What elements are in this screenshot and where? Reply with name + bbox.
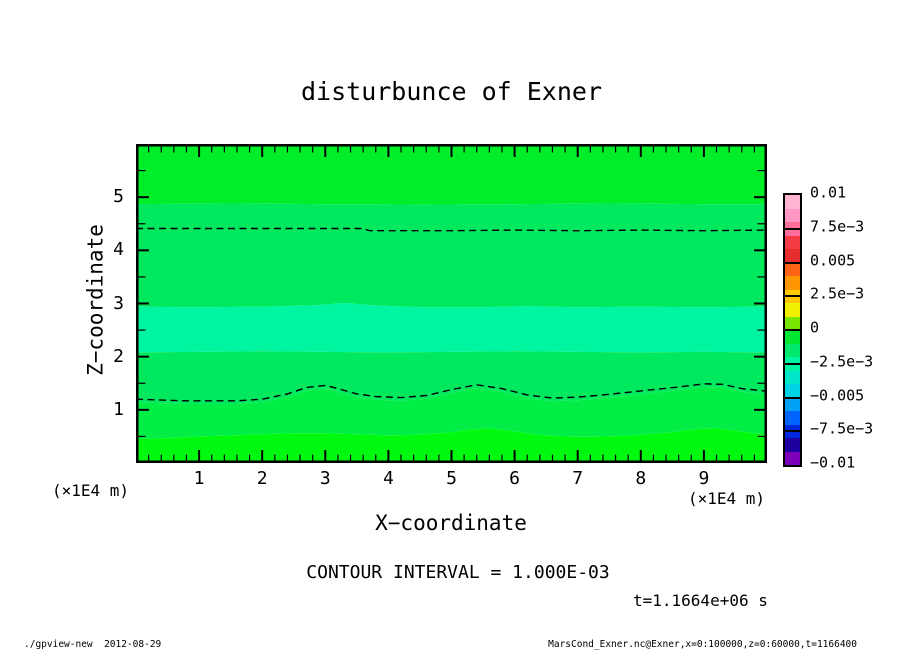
- x-axis-tick-label: 9: [698, 468, 710, 489]
- colorbar-segment: [785, 195, 800, 209]
- x-axis-tick-label: 1: [193, 468, 205, 489]
- footer-program-stamp: ./gpview-new 2012-08-29: [24, 639, 162, 650]
- footer-data-source-stamp: MarsCond_Exner.nc@Exner,x=0:100000,z=0:6…: [548, 639, 857, 650]
- contour-interval-note: CONTOUR INTERVAL = 1.000E-03: [306, 562, 610, 583]
- colorbar-segment: [785, 370, 800, 384]
- colorbar-segment: [785, 249, 800, 263]
- colorbar-tick: [785, 430, 800, 433]
- colorbar-label: −0.005: [810, 386, 865, 404]
- colorbar-segment: [785, 451, 800, 465]
- colorbar: [783, 193, 802, 467]
- colorbar-segment: [785, 384, 800, 398]
- dashed-contour-line: [136, 227, 767, 232]
- colorbar-label: 0.005: [810, 251, 856, 269]
- x-axis-unit-label: (×1E4 m): [688, 489, 766, 508]
- tone-band: [136, 203, 767, 308]
- z-axis-tick-label: 5: [113, 186, 124, 208]
- colorbar-label: −7.5e−3: [810, 419, 874, 438]
- colorbar-tick: [785, 295, 800, 298]
- plot-frame: [136, 144, 767, 463]
- colorbar-segment: [785, 330, 800, 344]
- colorbar-label: −0.01: [810, 453, 856, 472]
- x-axis-tick-label: 3: [319, 468, 331, 489]
- contour-plot-area: [136, 144, 767, 463]
- colorbar-label: −2.5e−3: [810, 352, 874, 371]
- colorbar-segment: [785, 438, 800, 452]
- z-axis-tick-label: 2: [113, 345, 124, 367]
- x-axis-tick-label: 4: [382, 468, 394, 489]
- x-axis-tick-label: 6: [509, 468, 521, 489]
- colorbar-segment: [785, 343, 800, 357]
- colorbar-tick: [785, 329, 800, 331]
- colorbar-segment: [785, 235, 800, 249]
- colorbar-label: 7.5e−3: [810, 217, 865, 236]
- tone-band: [136, 428, 767, 463]
- x-axis-tick-label: 8: [635, 468, 647, 489]
- page-title: disturbunce of Exner: [300, 77, 603, 106]
- x-axis-tick-label: 2: [256, 468, 268, 489]
- colorbar-tick: [785, 362, 800, 365]
- colorbar-segment: [785, 208, 800, 222]
- x-axis-label: X−coordinate: [375, 511, 527, 535]
- colorbar-tick: [785, 396, 800, 399]
- tone-band: [136, 351, 767, 404]
- colorbar-segment: [785, 262, 800, 276]
- tone-band: [136, 303, 767, 353]
- z-axis-unit-label: (×1E4 m): [52, 481, 130, 500]
- x-axis-tick-label: 7: [572, 468, 584, 489]
- colorbar-segment: [785, 411, 800, 425]
- z-axis-tick-label: 3: [113, 292, 124, 314]
- colorbar-segment: [785, 276, 800, 290]
- colorbar-label: 2.5e−3: [810, 284, 865, 303]
- z-axis-tick-label: 4: [113, 239, 124, 261]
- dashed-contour-line: [136, 383, 767, 402]
- z-axis-tick-label: 1: [113, 398, 124, 420]
- tone-band: [136, 144, 767, 205]
- time-annotation: t=1.1664e+06 s: [633, 591, 768, 610]
- colorbar-tick: [785, 227, 800, 230]
- colorbar-tick: [785, 261, 800, 264]
- colorbar-label: 0.01: [810, 183, 847, 202]
- colorbar-segment: [785, 303, 800, 317]
- colorbar-segment: [785, 397, 800, 411]
- colorbar-label: 0: [810, 318, 820, 337]
- x-axis-tick-label: 5: [446, 468, 457, 489]
- tone-band: [136, 387, 767, 440]
- colorbar-segment: [785, 316, 800, 330]
